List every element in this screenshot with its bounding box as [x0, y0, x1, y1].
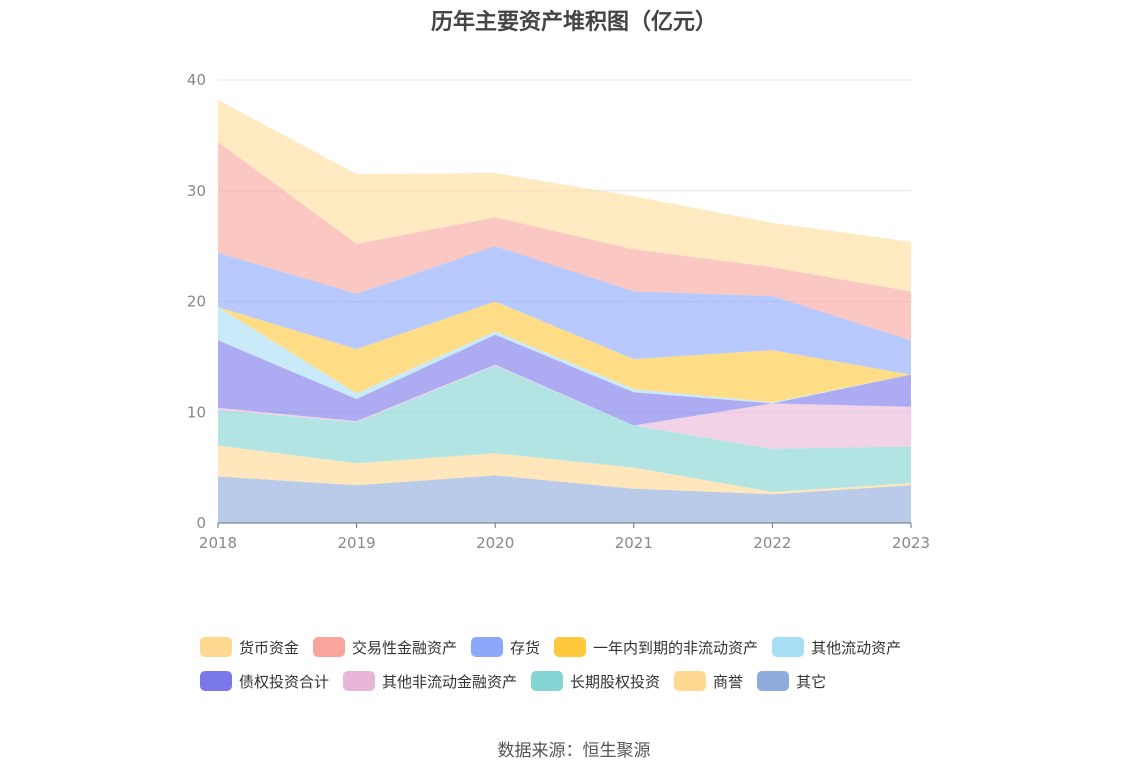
legend-label: 货币资金 — [239, 638, 300, 657]
area-series-7[interactable] — [218, 246, 911, 375]
legend: 货币资金 交易性金融资产 存货 一年内到期的非流动资产 其他流动资产债权投资合计 其他非流… — [200, 636, 960, 692]
area-series-4[interactable] — [218, 334, 911, 426]
legend-label: 交易性金融资产 — [352, 638, 458, 657]
y-tick-label: 30 — [187, 182, 206, 200]
legend-swatch — [200, 671, 232, 691]
legend-item[interactable]: 其它 — [757, 670, 826, 692]
legend-label: 其他流动资产 — [811, 638, 902, 657]
legend-item[interactable]: 货币资金 — [200, 636, 299, 658]
y-tick-label: 40 — [187, 71, 206, 89]
x-tick-label: 2021 — [615, 534, 653, 552]
legend-label: 债权投资合计 — [239, 672, 330, 691]
x-tick-label: 2018 — [199, 534, 237, 552]
y-tick-label: 0 — [196, 514, 206, 532]
area-series-5[interactable] — [218, 307, 911, 404]
legend-swatch — [343, 671, 376, 691]
area-series-1[interactable] — [218, 445, 911, 495]
y-tick-label: 10 — [187, 403, 206, 421]
x-tick-label: 2023 — [892, 534, 930, 552]
legend-label: 一年内到期的非流动资产 — [593, 638, 759, 657]
legend-item[interactable]: 其他流动资产 — [772, 636, 901, 658]
area-series-6[interactable] — [218, 301, 911, 403]
x-tick-label: 2019 — [338, 534, 376, 552]
legend-item[interactable]: 交易性金融资产 — [313, 636, 457, 658]
legend-swatch — [471, 637, 504, 657]
legend-item[interactable]: 一年内到期的非流动资产 — [554, 636, 758, 658]
legend-item[interactable]: 存货 — [471, 636, 540, 658]
x-tick-label: 2022 — [753, 534, 791, 552]
legend-label: 商誉 — [713, 672, 744, 691]
stacked-area-chart: 0 10 20 30 40 2018 2019 2020 2021 2022 2023 — [187, 71, 930, 552]
legend-item[interactable]: 债权投资合计 — [200, 670, 329, 692]
area-series-8[interactable] — [218, 142, 911, 341]
legend-item[interactable]: 商誉 — [674, 670, 743, 692]
legend-label: 长期股权投资 — [570, 672, 661, 691]
legend-swatch — [531, 671, 564, 691]
area-series — [218, 99, 911, 523]
legend-swatch — [772, 637, 805, 657]
legend-swatch — [200, 637, 232, 657]
area-series-0[interactable] — [218, 475, 911, 523]
legend-swatch — [674, 671, 707, 691]
source-note: 数据来源：恒生聚源 — [497, 741, 651, 761]
x-tick-label: 2020 — [476, 534, 514, 552]
area-series-3[interactable] — [218, 364, 911, 449]
legend-label: 存货 — [510, 638, 541, 657]
area-series-2[interactable] — [218, 365, 911, 492]
legend-item[interactable]: 其他非流动金融资产 — [343, 670, 517, 692]
axes: 0 10 20 30 40 2018 2019 2020 2021 2022 2023 — [187, 71, 930, 552]
legend-item[interactable]: 长期股权投资 — [531, 670, 660, 692]
area-series-9[interactable] — [218, 99, 911, 292]
legend-swatch — [554, 637, 587, 657]
y-tick-label: 20 — [187, 293, 206, 311]
chart-title: 历年主要资产堆积图（亿元） — [430, 10, 717, 35]
legend-swatch — [757, 671, 790, 691]
legend-swatch — [313, 637, 346, 657]
legend-label: 其它 — [796, 672, 827, 691]
legend-label: 其他非流动金融资产 — [382, 672, 518, 691]
